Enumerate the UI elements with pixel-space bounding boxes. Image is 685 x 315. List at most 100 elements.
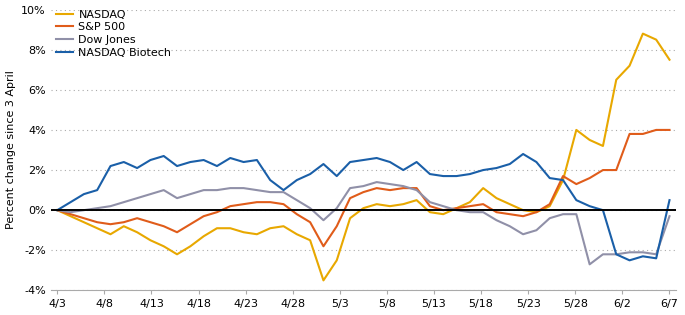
Dow Jones bbox=[572, 212, 580, 216]
Dow Jones bbox=[665, 214, 673, 218]
NASDAQ bbox=[493, 196, 501, 200]
S&P 500 bbox=[452, 206, 460, 210]
NASDAQ bbox=[213, 226, 221, 230]
NASDAQ bbox=[319, 278, 327, 282]
NASDAQ Biotech bbox=[333, 174, 341, 178]
S&P 500 bbox=[253, 200, 261, 204]
NASDAQ bbox=[599, 144, 607, 148]
NASDAQ Biotech bbox=[120, 160, 128, 164]
NASDAQ Biotech bbox=[240, 160, 248, 164]
Dow Jones bbox=[519, 232, 527, 236]
NASDAQ Biotech bbox=[639, 255, 647, 258]
NASDAQ Biotech bbox=[506, 162, 514, 166]
Line: NASDAQ: NASDAQ bbox=[58, 34, 669, 280]
Dow Jones bbox=[292, 198, 301, 202]
Dow Jones bbox=[213, 188, 221, 192]
NASDAQ bbox=[373, 202, 381, 206]
S&P 500 bbox=[639, 132, 647, 136]
NASDAQ Biotech bbox=[612, 252, 621, 256]
Dow Jones bbox=[386, 182, 394, 186]
S&P 500 bbox=[665, 128, 673, 132]
Dow Jones bbox=[173, 196, 181, 200]
S&P 500 bbox=[147, 220, 155, 224]
S&P 500 bbox=[412, 186, 421, 190]
NASDAQ bbox=[399, 202, 408, 206]
NASDAQ Biotech bbox=[133, 166, 141, 170]
Dow Jones bbox=[493, 218, 501, 222]
NASDAQ Biotech bbox=[279, 188, 288, 192]
NASDAQ bbox=[292, 232, 301, 236]
Dow Jones bbox=[346, 186, 354, 190]
NASDAQ bbox=[266, 226, 274, 230]
NASDAQ Biotech bbox=[426, 172, 434, 176]
NASDAQ Biotech bbox=[306, 172, 314, 176]
NASDAQ bbox=[559, 178, 567, 182]
S&P 500 bbox=[160, 224, 168, 228]
S&P 500 bbox=[386, 188, 394, 192]
S&P 500 bbox=[79, 216, 88, 220]
NASDAQ Biotech bbox=[147, 158, 155, 162]
Dow Jones bbox=[452, 208, 460, 212]
S&P 500 bbox=[479, 202, 487, 206]
NASDAQ Biotech bbox=[186, 160, 195, 164]
Dow Jones bbox=[106, 204, 114, 208]
NASDAQ bbox=[199, 234, 208, 238]
Dow Jones bbox=[79, 208, 88, 212]
S&P 500 bbox=[506, 212, 514, 216]
NASDAQ bbox=[625, 64, 634, 68]
Dow Jones bbox=[319, 218, 327, 222]
Dow Jones bbox=[240, 186, 248, 190]
NASDAQ bbox=[386, 204, 394, 208]
NASDAQ bbox=[452, 206, 460, 210]
S&P 500 bbox=[53, 208, 62, 212]
S&P 500 bbox=[612, 168, 621, 172]
NASDAQ bbox=[133, 230, 141, 234]
Dow Jones bbox=[133, 196, 141, 200]
NASDAQ Biotech bbox=[53, 208, 62, 212]
NASDAQ Biotech bbox=[93, 188, 101, 192]
Dow Jones bbox=[333, 206, 341, 210]
Dow Jones bbox=[66, 210, 75, 214]
NASDAQ Biotech bbox=[79, 192, 88, 196]
S&P 500 bbox=[173, 230, 181, 234]
Dow Jones bbox=[652, 252, 660, 256]
NASDAQ Biotech bbox=[199, 158, 208, 162]
NASDAQ bbox=[359, 206, 367, 210]
S&P 500 bbox=[426, 204, 434, 208]
S&P 500 bbox=[373, 186, 381, 190]
NASDAQ Biotech bbox=[439, 174, 447, 178]
NASDAQ bbox=[519, 208, 527, 212]
S&P 500 bbox=[625, 132, 634, 136]
NASDAQ bbox=[240, 230, 248, 234]
Dow Jones bbox=[306, 206, 314, 210]
Dow Jones bbox=[279, 190, 288, 194]
NASDAQ bbox=[586, 138, 594, 142]
Dow Jones bbox=[120, 200, 128, 204]
S&P 500 bbox=[399, 186, 408, 190]
NASDAQ bbox=[173, 252, 181, 256]
S&P 500 bbox=[186, 222, 195, 226]
S&P 500 bbox=[652, 128, 660, 132]
NASDAQ Biotech bbox=[106, 164, 114, 168]
Dow Jones bbox=[199, 188, 208, 192]
Dow Jones bbox=[359, 184, 367, 188]
Dow Jones bbox=[160, 188, 168, 192]
NASDAQ bbox=[665, 58, 673, 62]
Legend: NASDAQ, S&P 500, Dow Jones, NASDAQ Biotech: NASDAQ, S&P 500, Dow Jones, NASDAQ Biote… bbox=[56, 9, 171, 58]
Dow Jones bbox=[625, 250, 634, 254]
Dow Jones bbox=[612, 252, 621, 256]
NASDAQ bbox=[79, 220, 88, 224]
S&P 500 bbox=[199, 214, 208, 218]
Dow Jones bbox=[253, 188, 261, 192]
NASDAQ bbox=[120, 224, 128, 228]
NASDAQ Biotech bbox=[173, 164, 181, 168]
S&P 500 bbox=[133, 216, 141, 220]
NASDAQ bbox=[346, 216, 354, 220]
NASDAQ Biotech bbox=[226, 156, 234, 160]
S&P 500 bbox=[559, 174, 567, 178]
NASDAQ Biotech bbox=[625, 258, 634, 262]
NASDAQ Biotech bbox=[519, 152, 527, 156]
NASDAQ Biotech bbox=[266, 178, 274, 182]
S&P 500 bbox=[519, 214, 527, 218]
NASDAQ Biotech bbox=[452, 174, 460, 178]
